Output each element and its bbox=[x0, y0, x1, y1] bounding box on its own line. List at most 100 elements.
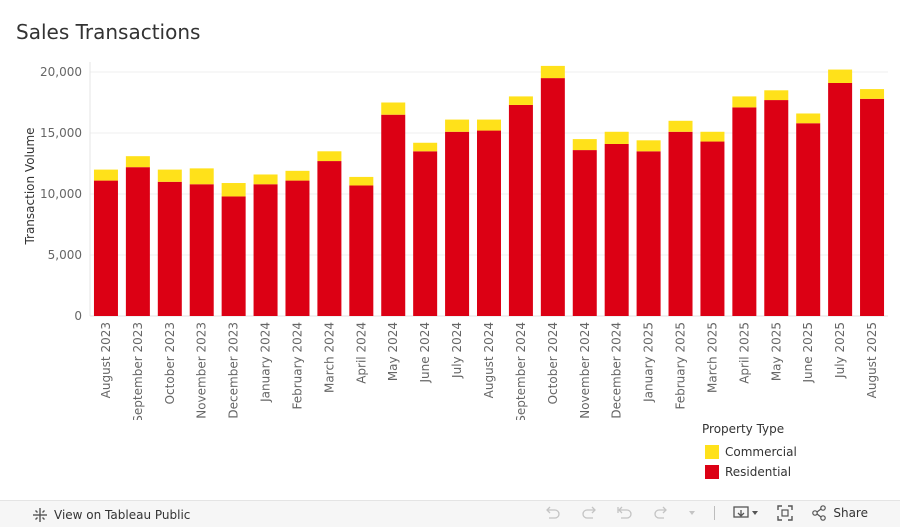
refresh-dropdown[interactable] bbox=[688, 509, 696, 517]
x-tick-label: August 2025 bbox=[865, 322, 879, 398]
bar-commercial-december-2023 bbox=[221, 183, 246, 197]
x-tick-label: September 2024 bbox=[514, 322, 528, 420]
bar-residential-may-2025 bbox=[764, 100, 789, 316]
view-on-tableau-public-label: View on Tableau Public bbox=[54, 508, 191, 522]
bar-residential-july-2024 bbox=[445, 131, 470, 316]
y-tick-label: 15,000 bbox=[40, 126, 82, 140]
legend-item-residential[interactable]: Residential bbox=[702, 462, 797, 482]
x-tick-label: December 2024 bbox=[610, 322, 624, 419]
x-tick-label: April 2025 bbox=[737, 322, 751, 384]
revert-icon bbox=[617, 506, 632, 519]
bar-commercial-november-2024 bbox=[572, 139, 597, 151]
toolbar-divider bbox=[714, 506, 716, 520]
download-button[interactable] bbox=[733, 505, 759, 521]
bar-commercial-june-2025 bbox=[796, 113, 821, 124]
dropdown-caret-icon bbox=[689, 511, 696, 515]
x-tick-label: September 2023 bbox=[131, 322, 145, 420]
bar-residential-july-2025 bbox=[828, 82, 853, 316]
revert-button[interactable] bbox=[616, 505, 634, 521]
x-tick-label: October 2023 bbox=[163, 322, 177, 404]
x-tick-label: June 2025 bbox=[801, 322, 815, 384]
bar-chart: 0 5,000 10,000 15,000 20,000 Transaction Volu… bbox=[23, 62, 888, 420]
bar-residential-may-2024 bbox=[381, 114, 406, 316]
bar-commercial-october-2024 bbox=[540, 65, 565, 79]
bar-commercial-march-2025 bbox=[700, 131, 725, 142]
x-tick-label: July 2025 bbox=[833, 322, 847, 379]
bar-commercial-july-2024 bbox=[445, 119, 470, 132]
bar-residential-february-2025 bbox=[668, 131, 693, 316]
legend-swatch-residential bbox=[705, 465, 719, 479]
redo-button[interactable] bbox=[580, 505, 598, 521]
bar-residential-january-2025 bbox=[636, 151, 661, 316]
bar-residential-october-2024 bbox=[540, 78, 565, 316]
y-tick-label: 5,000 bbox=[48, 248, 82, 262]
y-axis-title: Transaction Volume bbox=[23, 127, 37, 245]
bar-commercial-february-2024 bbox=[285, 170, 310, 181]
download-icon bbox=[733, 506, 759, 518]
bar-residential-january-2024 bbox=[253, 184, 278, 316]
x-tick-label: January 2024 bbox=[259, 322, 273, 403]
bar-commercial-august-2024 bbox=[477, 119, 501, 131]
share-label: Share bbox=[833, 506, 868, 520]
legend-item-commercial[interactable]: Commercial bbox=[702, 442, 797, 462]
bar-commercial-december-2024 bbox=[604, 131, 629, 144]
bar-commercial-january-2025 bbox=[636, 140, 661, 152]
tableau-toolbar: View on Tableau Public Share bbox=[0, 500, 900, 527]
undo-button[interactable] bbox=[544, 505, 562, 521]
fullscreen-button[interactable] bbox=[777, 505, 794, 521]
bar-commercial-july-2025 bbox=[828, 69, 853, 83]
bar-residential-november-2023 bbox=[189, 184, 214, 316]
y-tick-label: 0 bbox=[74, 309, 82, 323]
bar-commercial-june-2024 bbox=[413, 142, 438, 152]
refresh-icon bbox=[654, 506, 668, 519]
legend-label-commercial: Commercial bbox=[725, 445, 797, 459]
bar-residential-december-2024 bbox=[604, 143, 629, 316]
x-tick-label: December 2023 bbox=[227, 322, 241, 419]
y-tick-label: 20,000 bbox=[40, 65, 82, 79]
legend-swatch-commercial bbox=[705, 445, 719, 459]
bar-commercial-august-2025 bbox=[860, 89, 885, 99]
view-on-tableau-public-link[interactable]: View on Tableau Public bbox=[32, 507, 190, 523]
bar-commercial-april-2024 bbox=[349, 176, 374, 186]
x-tick-label: August 2024 bbox=[482, 322, 496, 398]
bar-commercial-april-2025 bbox=[732, 96, 757, 108]
x-tick-label: June 2024 bbox=[418, 322, 432, 384]
chart-title: Sales Transactions bbox=[16, 20, 201, 44]
bar-commercial-march-2024 bbox=[317, 151, 342, 162]
undo-icon bbox=[546, 506, 560, 519]
x-tick-label: July 2024 bbox=[450, 322, 464, 379]
bar-commercial-may-2024 bbox=[381, 102, 406, 115]
bar-residential-june-2025 bbox=[796, 123, 821, 317]
bar-commercial-september-2023 bbox=[125, 156, 150, 168]
bar-commercial-november-2023 bbox=[189, 168, 214, 185]
x-tick-label: November 2023 bbox=[195, 322, 209, 419]
bar-residential-june-2024 bbox=[413, 151, 438, 316]
x-tick-label: February 2025 bbox=[674, 322, 688, 410]
x-tick-label: August 2023 bbox=[99, 322, 113, 398]
bar-residential-april-2025 bbox=[732, 107, 757, 316]
bar-residential-september-2024 bbox=[508, 104, 533, 316]
bar-commercial-may-2025 bbox=[764, 90, 789, 101]
bar-residential-december-2023 bbox=[221, 196, 246, 316]
fullscreen-icon bbox=[777, 505, 794, 521]
legend-label-residential: Residential bbox=[725, 465, 792, 479]
bar-residential-september-2023 bbox=[125, 167, 150, 316]
refresh-button[interactable] bbox=[652, 505, 670, 521]
bar-commercial-august-2023 bbox=[93, 169, 118, 181]
x-tick-label: March 2025 bbox=[705, 322, 719, 393]
bar-commercial-january-2024 bbox=[253, 174, 278, 185]
tableau-logo-icon bbox=[32, 507, 48, 523]
x-tick-label: January 2025 bbox=[642, 322, 656, 403]
bar-residential-august-2024 bbox=[477, 130, 501, 316]
bar-residential-october-2023 bbox=[157, 181, 182, 316]
share-icon bbox=[812, 505, 827, 521]
x-tick-label: February 2024 bbox=[290, 322, 304, 410]
x-tick-label: November 2024 bbox=[578, 322, 592, 419]
share-button[interactable]: Share bbox=[811, 505, 868, 521]
bar-residential-february-2024 bbox=[285, 180, 310, 316]
x-tick-label: October 2024 bbox=[546, 322, 560, 404]
x-tick-label: March 2024 bbox=[322, 322, 336, 393]
bar-residential-august-2025 bbox=[860, 98, 885, 316]
bar-residential-august-2023 bbox=[93, 180, 118, 316]
legend-title: Property Type bbox=[702, 422, 785, 436]
